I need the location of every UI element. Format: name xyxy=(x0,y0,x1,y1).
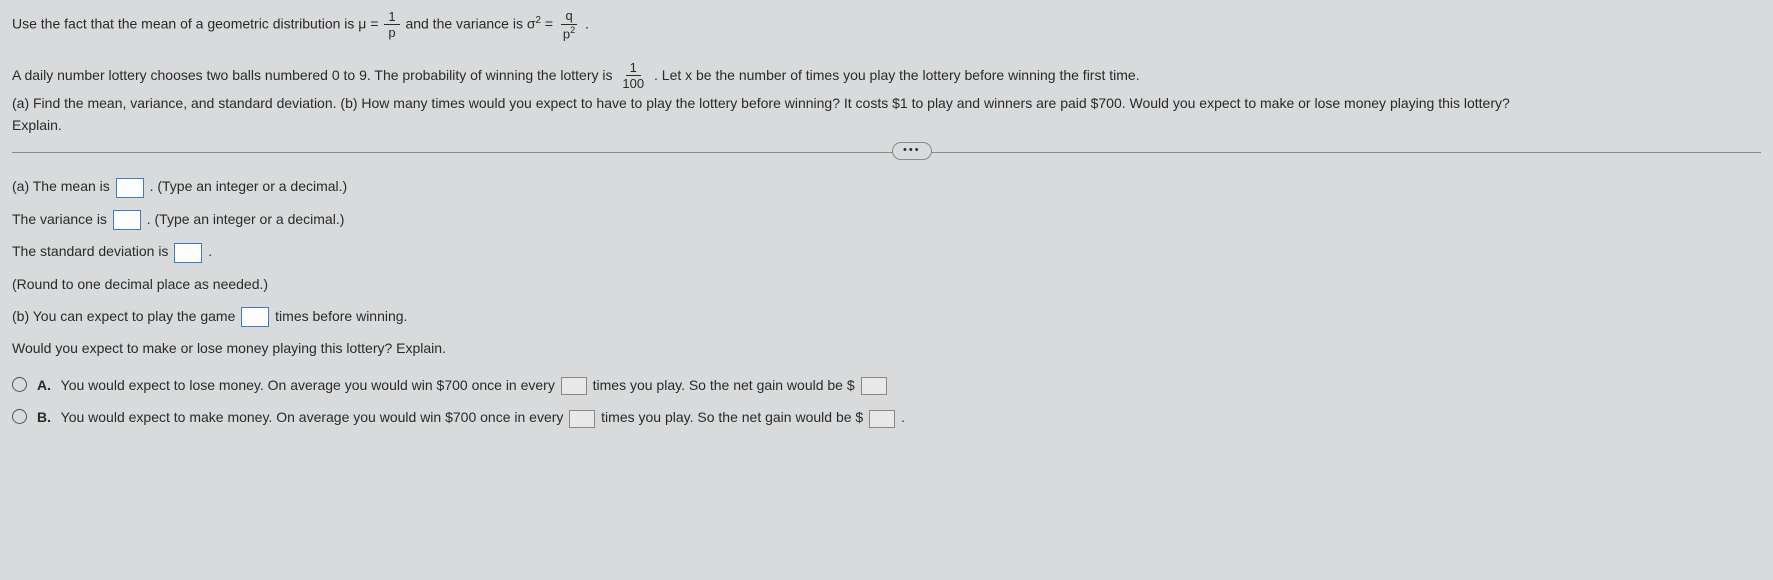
sd-round-hint: (Round to one decimal place as needed.) xyxy=(12,273,1761,295)
option-b-radio[interactable] xyxy=(12,409,27,424)
option-a-radio[interactable] xyxy=(12,377,27,392)
option-b-row: B. You would expect to make money. On av… xyxy=(12,406,1761,428)
options-block: A. You would expect to lose money. On av… xyxy=(12,374,1761,429)
partb-question: Would you expect to make or lose money p… xyxy=(12,337,1761,359)
expect-input[interactable] xyxy=(241,307,269,327)
mean-fraction: 1 p xyxy=(384,9,399,41)
problem-block: A daily number lottery chooses two balls… xyxy=(12,60,1761,137)
variance-answer-line: The variance is . (Type an integer or a … xyxy=(12,208,1761,230)
problem-line3: Explain. xyxy=(12,114,1761,136)
option-a-text: A. You would expect to lose money. On av… xyxy=(37,374,889,396)
intro-text: Use the fact that the mean of a geometri… xyxy=(12,8,1761,42)
option-b-text: B. You would expect to make money. On av… xyxy=(37,406,905,428)
option-b-times-input[interactable] xyxy=(569,410,595,428)
sd-answer-line: The standard deviation is . xyxy=(12,240,1761,262)
problem-line2: (a) Find the mean, variance, and standar… xyxy=(12,92,1761,114)
divider: ••• xyxy=(12,152,1761,153)
intro-end: . xyxy=(585,15,589,31)
option-a-times-input[interactable] xyxy=(561,377,587,395)
option-a-row: A. You would expect to lose money. On av… xyxy=(12,374,1761,396)
intro-prefix: Use the fact that the mean of a geometri… xyxy=(12,15,382,31)
sd-input[interactable] xyxy=(174,243,202,263)
probability-fraction: 1 100 xyxy=(618,60,648,92)
divider-line xyxy=(12,152,1761,153)
option-b-gain-input[interactable] xyxy=(869,410,895,428)
expand-button[interactable]: ••• xyxy=(892,142,932,160)
mean-input[interactable] xyxy=(116,178,144,198)
problem-line1: A daily number lottery chooses two balls… xyxy=(12,60,1761,92)
mean-answer-line: (a) The mean is . (Type an integer or a … xyxy=(12,175,1761,197)
intro-eq: = xyxy=(541,15,557,31)
option-a-gain-input[interactable] xyxy=(861,377,887,395)
intro-middle: and the variance is σ xyxy=(405,15,535,31)
expect-answer-line: (b) You can expect to play the game time… xyxy=(12,305,1761,327)
variance-input[interactable] xyxy=(113,210,141,230)
variance-fraction: q p2 xyxy=(559,8,579,42)
